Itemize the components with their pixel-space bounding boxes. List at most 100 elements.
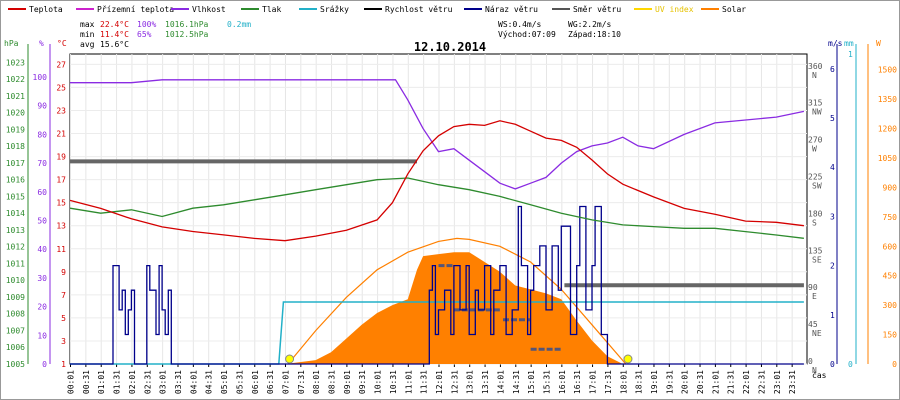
x-tick-label: 20:31: [696, 370, 705, 394]
humidity-tick: 50: [37, 216, 47, 225]
stats-max-hum: 100%: [137, 20, 156, 29]
direction-tick: 360: [808, 62, 823, 71]
temp-tick: 5: [61, 314, 66, 323]
temp-tick: 7: [61, 291, 66, 300]
temp-tick: 23: [56, 106, 66, 115]
x-tick-label: 10:31: [389, 370, 398, 394]
legend-label: Solar: [722, 5, 746, 14]
x-tick-label: 22:31: [757, 370, 766, 394]
x-tick-label: 01:01: [97, 370, 106, 394]
x-tick-label: 01:31: [113, 370, 122, 394]
stats-min-press: 1012.5hPa: [165, 30, 209, 39]
sunset-text: Západ:18:10: [568, 30, 621, 39]
hpa-tick: 1012: [6, 243, 25, 252]
x-tick-label: 22:01: [742, 370, 751, 394]
legend-label: Teplota: [29, 5, 63, 14]
stats-block: max 22.4°C 100% 1016.1hPa 0.2mm min 11.4…: [80, 20, 251, 49]
x-tick-label: 21:31: [727, 370, 736, 394]
humidity-line: [70, 79, 805, 190]
x-tick-label: 17:01: [589, 370, 598, 394]
hpa-tick: 1019: [6, 125, 25, 134]
humidity-tick: 10: [37, 331, 47, 340]
direction-label: N: [812, 366, 817, 375]
solar-unit: W: [876, 39, 881, 48]
legend: Teplota Přízemní teplota Vlhkost Tlak Srážky…: [8, 5, 746, 14]
hpa-tick: 1007: [6, 326, 25, 335]
legend-label: Tlak: [262, 5, 281, 14]
solar-tick: 300: [883, 301, 898, 310]
humidity-tick: 60: [37, 188, 47, 197]
hpa-tick: 1015: [6, 192, 25, 201]
solar-tick: 750: [883, 213, 898, 222]
direction-label: NW: [812, 108, 822, 117]
x-tick-label: 15:01: [527, 370, 536, 394]
x-tick-label: 03:31: [174, 370, 183, 394]
hpa-tick: 1005: [6, 360, 25, 369]
legend-label: Rychlost větru: [385, 5, 453, 14]
direction-tick: 270: [808, 136, 823, 145]
humidity-tick: 40: [37, 245, 47, 254]
hpa-tick: 1023: [6, 58, 25, 67]
stats-max-press: 1016.1hPa: [165, 20, 209, 29]
solar-tick: 0: [892, 360, 897, 369]
direction-tick: 315: [808, 99, 823, 108]
direction-tick: 180: [808, 209, 823, 218]
x-tick-label: 09:01: [343, 370, 352, 394]
hpa-tick: 1006: [6, 343, 25, 352]
x-tick-label: 08:01: [312, 370, 321, 394]
hpa-tick: 1017: [6, 159, 25, 168]
hpa-tick: 1009: [6, 293, 25, 302]
x-tick-label: 16:01: [558, 370, 567, 394]
humidity-tick: 30: [37, 274, 47, 283]
legend-label: UV index: [655, 5, 694, 14]
temp-tick: 15: [56, 199, 66, 208]
sunset-marker: [623, 354, 633, 364]
solar-tick: 900: [883, 183, 898, 192]
x-tick-label: 13:01: [466, 370, 475, 394]
x-tick-label: 23:31: [788, 370, 797, 394]
direction-tick: 225: [808, 172, 823, 181]
mm-tick: 1: [848, 50, 853, 59]
hpa-tick: 1021: [6, 92, 25, 101]
temp-tick: 3: [61, 337, 66, 346]
x-tick-label: 03:01: [159, 370, 168, 394]
direction-label: SW: [812, 181, 822, 190]
direction-tick: 0: [808, 357, 813, 366]
stats-rain: 0.2mm: [227, 20, 251, 29]
sunrise-marker: [285, 354, 295, 364]
ms-tick: 6: [830, 65, 835, 74]
temp-tick: 19: [56, 153, 66, 162]
hpa-tick: 1010: [6, 276, 25, 285]
direction-label: S: [812, 218, 817, 227]
temp-tick: 1: [61, 360, 66, 369]
wind-gust-line: [70, 205, 804, 365]
solar-tick: 150: [883, 331, 898, 340]
solar-tick: 1050: [878, 154, 897, 163]
x-tick-label: 08:31: [328, 370, 337, 394]
sunrise-text: Východ:07:09: [498, 30, 556, 39]
solar-tick: 1350: [878, 95, 897, 104]
ms-tick: 0: [830, 360, 835, 369]
x-tick-label: 11:31: [420, 370, 429, 394]
stats-min-label: min: [80, 30, 95, 39]
direction-label: E: [812, 292, 817, 301]
direction-tick: 45: [808, 320, 818, 329]
hpa-tick: 1013: [6, 226, 25, 235]
x-tick-label: 04:31: [205, 370, 214, 394]
x-tick-label: 00:31: [82, 370, 91, 394]
wind-info: WS:0.4m/s WG:2.2m/s Východ:07:09 Západ:1…: [498, 20, 621, 39]
direction-label: W: [812, 145, 817, 154]
ms-tick: 3: [830, 212, 835, 221]
ms-tick: 1: [830, 311, 835, 320]
humidity-tick: 100: [33, 73, 48, 82]
temp-tick: 21: [56, 130, 66, 139]
direction-label: NE: [812, 329, 822, 338]
x-tick-label: 12:31: [450, 370, 459, 394]
temp-tick: 13: [56, 222, 66, 231]
x-tick-label: 18:01: [619, 370, 628, 394]
solar-tick: 1500: [878, 66, 897, 75]
ms-tick: 5: [830, 114, 835, 123]
x-tick-label: 19:01: [650, 370, 659, 394]
temp-tick: 27: [56, 60, 66, 69]
